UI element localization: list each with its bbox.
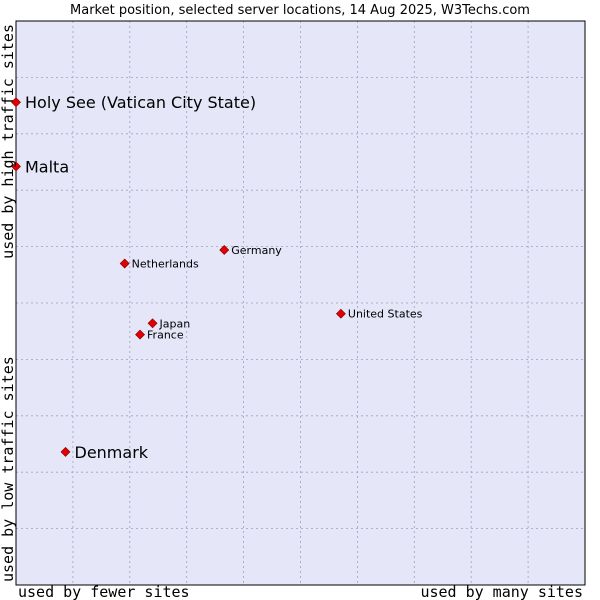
label-malta: Malta bbox=[25, 158, 69, 177]
x-axis-label-left: used by fewer sites bbox=[18, 583, 190, 600]
label-germany: Germany bbox=[231, 244, 282, 257]
point-denmark: Denmark bbox=[60, 443, 149, 462]
chart-title: Market position, selected server locatio… bbox=[70, 3, 530, 18]
marker-holy-see-vatican-city-state bbox=[11, 97, 21, 108]
label-united-states: United States bbox=[348, 308, 423, 321]
point-japan: Japan bbox=[147, 317, 191, 330]
marker-malta bbox=[11, 161, 21, 172]
point-united-states: United States bbox=[335, 308, 423, 321]
marker-japan bbox=[147, 318, 158, 329]
marker-netherlands bbox=[119, 258, 130, 269]
y-axis-label-bottom: used by low traffic sites bbox=[0, 356, 17, 582]
marker-united-states bbox=[335, 308, 346, 319]
label-france: France bbox=[147, 329, 184, 342]
label-netherlands: Netherlands bbox=[132, 258, 199, 271]
point-malta: Malta bbox=[11, 158, 69, 177]
marker-germany bbox=[219, 245, 230, 255]
point-france: France bbox=[135, 329, 184, 342]
label-japan: Japan bbox=[159, 317, 191, 330]
point-netherlands: Netherlands bbox=[119, 258, 199, 271]
x-axis-label-right: used by many sites bbox=[420, 583, 583, 600]
points-layer: Holy See (Vatican City State) Malta German… bbox=[11, 93, 423, 462]
marker-denmark bbox=[60, 446, 71, 457]
grid-lines bbox=[16, 21, 585, 585]
y-axis-label-top: used by high traffic sites bbox=[0, 24, 17, 259]
label-holy-see-vatican-city-state: Holy See (Vatican City State) bbox=[25, 93, 256, 112]
label-denmark: Denmark bbox=[75, 443, 149, 462]
plot-border bbox=[15, 20, 586, 586]
marker-france bbox=[135, 329, 145, 340]
point-holy-see-vatican-city-state: Holy See (Vatican City State) bbox=[11, 93, 256, 112]
point-germany: Germany bbox=[219, 244, 282, 257]
